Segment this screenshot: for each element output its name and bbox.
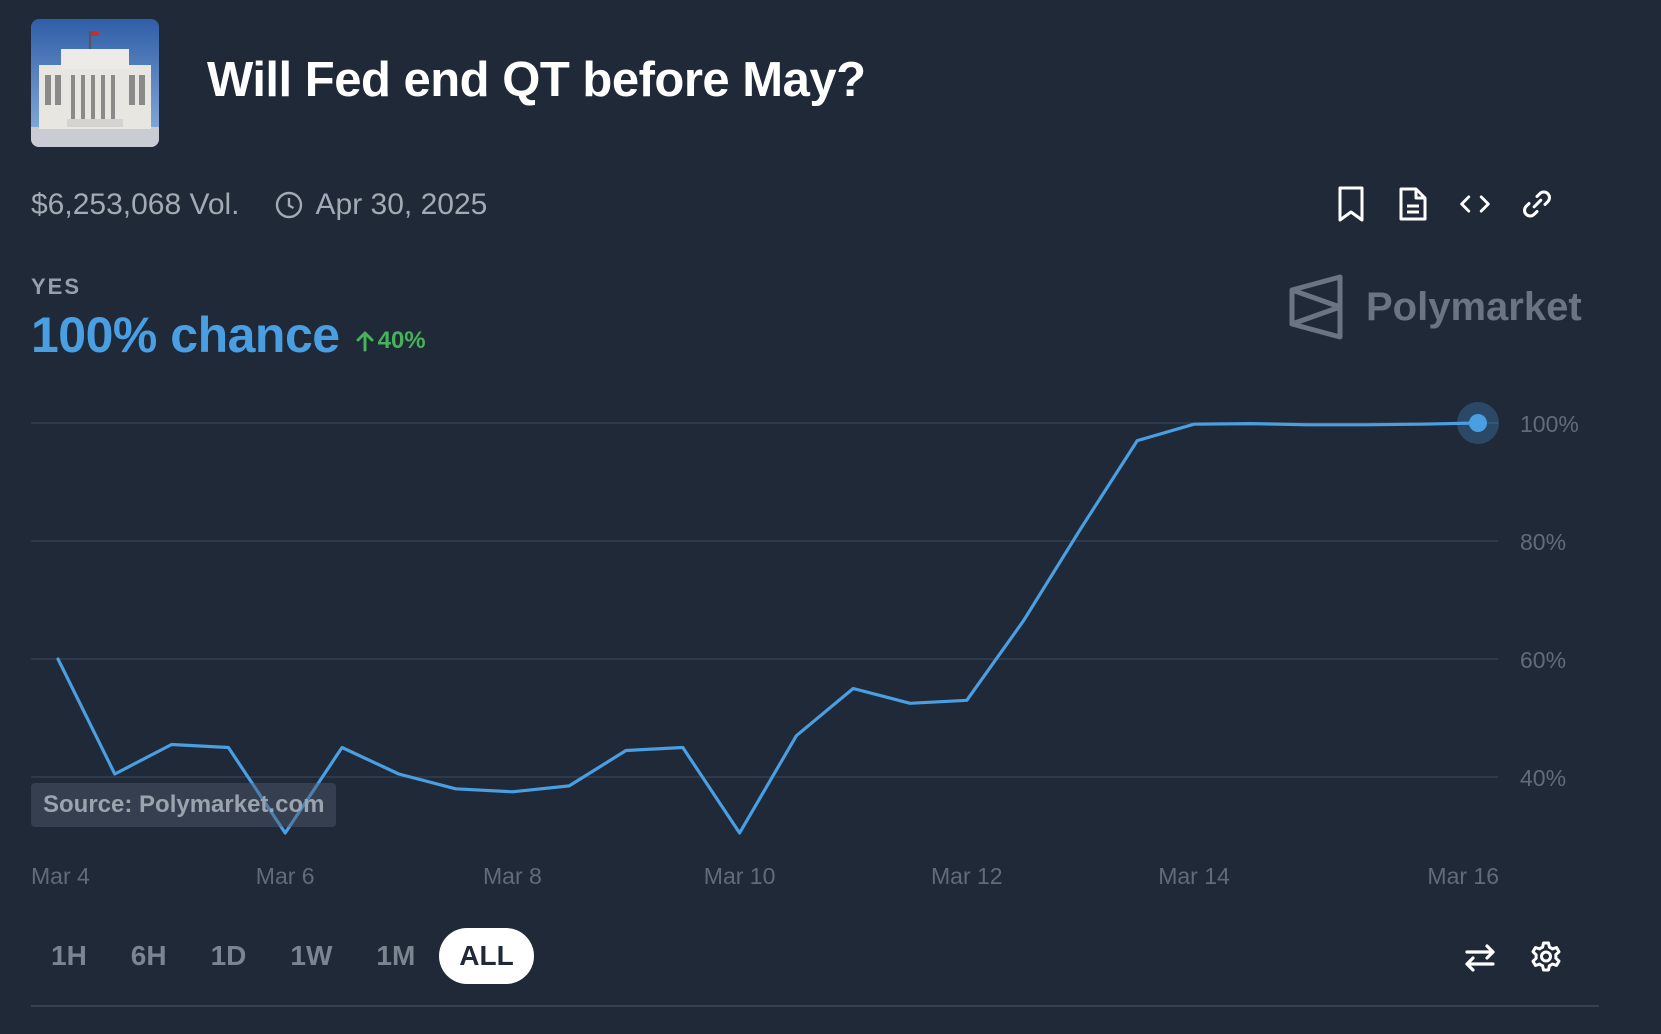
chart-tools <box>1460 938 1566 978</box>
market-title: Will Fed end QT before May? <box>207 53 866 107</box>
x-tick-label: Mar 12 <box>931 863 1003 889</box>
clock-icon <box>274 190 304 220</box>
code-icon[interactable] <box>1459 184 1491 224</box>
time-range-selector: 1H 6H 1D 1W 1M ALL <box>31 928 534 984</box>
market-actions <box>1335 184 1553 224</box>
brand-name: Polymarket <box>1366 284 1582 329</box>
bottom-divider <box>31 1005 1599 1007</box>
end-date: Apr 30, 2025 <box>315 188 488 221</box>
x-tick-label: Mar 16 <box>1427 863 1499 889</box>
y-tick-label: 80% <box>1520 529 1566 555</box>
y-tick-label: 40% <box>1520 765 1566 791</box>
bookmark-icon[interactable] <box>1335 184 1367 224</box>
chance-delta: 40% <box>356 327 426 355</box>
series-line <box>56 421 1480 835</box>
chance-value: 100% chance <box>31 307 340 363</box>
current-point <box>1469 414 1487 432</box>
outcome-label: YES <box>31 274 82 299</box>
chance-row: 100% chance 40% <box>31 306 426 364</box>
swap-icon[interactable] <box>1460 938 1500 978</box>
arrow-up-icon <box>356 331 374 352</box>
market-image <box>31 19 159 147</box>
price-chart: 100% 80% 60% 40% Mar 4 Mar 6 Mar 8 Mar 10 Mar 12… <box>31 402 1579 889</box>
volume: $6,253,068 Vol. <box>31 188 240 221</box>
range-all[interactable]: ALL <box>439 928 534 984</box>
x-tick-label: Mar 6 <box>256 863 315 889</box>
polymarket-logo-icon <box>1289 274 1343 340</box>
polymarket-watermark: Polymarket <box>1288 274 1582 340</box>
source-label: Source: Polymarket.com <box>31 783 337 827</box>
y-tick-label: 100% <box>1520 411 1579 437</box>
gear-icon[interactable] <box>1526 938 1566 978</box>
range-1d[interactable]: 1D <box>210 940 247 971</box>
x-tick-label: Mar 14 <box>1158 863 1230 889</box>
range-1h[interactable]: 1H <box>51 940 87 971</box>
x-tick-label: Mar 4 <box>31 863 90 889</box>
range-6h[interactable]: 6H <box>130 940 167 971</box>
x-tick-label: Mar 10 <box>704 863 776 889</box>
document-icon[interactable] <box>1397 184 1429 224</box>
range-1w[interactable]: 1W <box>290 940 333 971</box>
y-tick-label: 60% <box>1520 647 1566 673</box>
x-tick-label: Mar 8 <box>483 863 542 889</box>
link-icon[interactable] <box>1521 184 1553 224</box>
chance-delta-value: 40% <box>377 327 426 354</box>
market-meta: $6,253,068 Vol. Apr 30, 2025 <box>31 188 487 222</box>
range-1m[interactable]: 1M <box>376 940 416 971</box>
